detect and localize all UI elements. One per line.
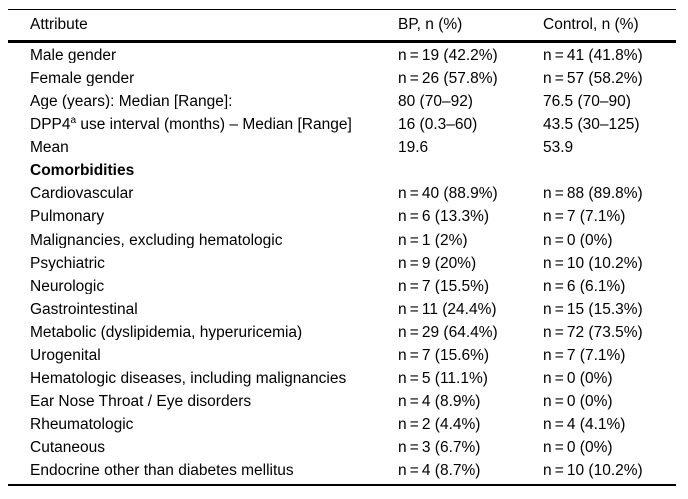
attribute-cell: Gastrointestinal <box>30 301 138 318</box>
attribute-cell: Ear Nose Throat / Eye disorders <box>30 394 252 410</box>
bp-cell: n = 4 (8.7%) <box>398 463 481 479</box>
column-header-control: Control, n (%) <box>543 17 639 33</box>
control-cell: n = 41 (41.8%) <box>543 47 643 64</box>
attribute-cell: Female gender <box>30 70 135 87</box>
attribute-cell: Neurologic <box>30 278 105 295</box>
column-header-attribute: Attribute <box>30 17 88 33</box>
table-row: Urogenital n = 7 (15.6%) n = 7 (7.1%) <box>8 344 676 367</box>
control-cell: n = 57 (58.2%) <box>543 70 643 87</box>
bp-cell: n = 19 (42.2%) <box>398 47 498 64</box>
bp-cell: n = 26 (57.8%) <box>398 70 498 87</box>
bp-cell: n = 3 (6.7%) <box>398 440 481 456</box>
attribute-cell: Age (years): Median [Range]: <box>30 93 233 110</box>
attribute-cell: Metabolic (dyslipidemia, hyperuricemia) <box>30 324 303 341</box>
table-row: Rheumatologic n = 2 (4.4%) n = 4 (4.1%) <box>8 414 676 437</box>
bp-cell: n = 1 (2%) <box>398 232 468 249</box>
attribute-cell: Rheumatologic <box>30 417 134 433</box>
table-row: Age (years): Median [Range]: 80 (70–92) … <box>8 90 676 113</box>
control-cell: 76.5 (70–90) <box>543 93 631 110</box>
comparison-table: Attribute BP, n (%) Control, n (%) Male … <box>8 9 676 486</box>
bp-cell: n = 7 (15.5%) <box>398 278 490 295</box>
bp-cell: 19.6 <box>398 140 429 156</box>
column-header-bp: BP, n (%) <box>398 17 463 33</box>
control-cell: n = 7 (7.1%) <box>543 348 626 364</box>
attribute-cell: Cutaneous <box>30 440 105 456</box>
bp-cell: n = 6 (13.3%) <box>398 209 490 225</box>
attribute-cell: Urogenital <box>30 348 101 364</box>
table-row: Neurologic n = 7 (15.5%) n = 6 (6.1%) <box>8 275 676 298</box>
table-row: Gastrointestinal n = 11 (24.4%) n = 15 (… <box>8 298 676 321</box>
table-row: Metabolic (dyslipidemia, hyperuricemia) … <box>8 321 676 344</box>
table-row: Cardiovascular n = 40 (88.9%) n = 88 (89… <box>8 183 676 206</box>
table-row: Ear Nose Throat / Eye disorders n = 4 (8… <box>8 390 676 413</box>
table-row: DPP4a use interval (months) – Median [Ra… <box>8 113 676 136</box>
control-cell: n = 15 (15.3%) <box>543 301 643 318</box>
table-header-row: Attribute BP, n (%) Control, n (%) <box>8 9 676 43</box>
bp-cell: 16 (0.3–60) <box>398 117 478 133</box>
attribute-cell: Hematologic diseases, including malignan… <box>30 371 347 387</box>
bp-cell: n = 5 (11.1%) <box>398 371 488 387</box>
bp-cell: n = 4 (8.9%) <box>398 394 481 410</box>
attribute-cell: Malignancies, excluding hematologic <box>30 232 283 249</box>
bp-cell: n = 7 (15.6%) <box>398 348 490 364</box>
control-cell: n = 0 (0%) <box>543 440 613 456</box>
attribute-text: DPP4 <box>30 117 71 133</box>
bp-cell: n = 11 (24.4%) <box>398 301 497 318</box>
control-cell: 53.9 <box>543 140 574 156</box>
table-row: Male gender n = 19 (42.2%) n = 41 (41.8%… <box>8 44 676 67</box>
attribute-text: use interval (months) – Median [Range] <box>76 117 352 133</box>
section-header-cell: Comorbidities <box>30 163 135 179</box>
footnote-marker: a <box>70 117 77 126</box>
control-cell: n = 7 (7.1%) <box>543 209 626 225</box>
table-section-row-comorbidities: Comorbidities <box>8 159 676 182</box>
bp-cell: n = 2 (4.4%) <box>398 417 481 433</box>
table-row: Psychiatric n = 9 (20%) n = 10 (10.2%) <box>8 252 676 275</box>
attribute-cell: Male gender <box>30 47 117 64</box>
control-cell: n = 0 (0%) <box>543 232 613 249</box>
table-row: Malignancies, excluding hematologic n = … <box>8 229 676 252</box>
attribute-cell: Pulmonary <box>30 209 105 225</box>
attribute-cell: Mean <box>30 140 69 156</box>
table-row: Pulmonary n = 6 (13.3%) n = 7 (7.1%) <box>8 206 676 229</box>
bp-cell: 80 (70–92) <box>398 93 473 110</box>
control-cell: n = 4 (4.1%) <box>543 417 626 433</box>
bp-cell: n = 9 (20%) <box>398 255 477 272</box>
table-body: Male gender n = 19 (42.2%) n = 41 (41.8%… <box>8 43 676 486</box>
table-row: Hematologic diseases, including malignan… <box>8 367 676 390</box>
control-cell: n = 88 (89.8%) <box>543 186 643 202</box>
attribute-cell: Psychiatric <box>30 255 105 272</box>
attribute-cell: DPP4a use interval (months) – Median [Ra… <box>30 117 398 133</box>
bp-cell: n = 29 (64.4%) <box>398 324 498 341</box>
control-cell: n = 0 (0%) <box>543 394 613 410</box>
table-row: Female gender n = 26 (57.8%) n = 57 (58.… <box>8 67 676 90</box>
control-cell: 43.5 (30–125) <box>543 117 640 133</box>
table-row: Mean 19.6 53.9 <box>8 136 676 159</box>
control-cell: n = 10 (10.2%) <box>543 463 643 479</box>
bp-cell: n = 40 (88.9%) <box>398 186 498 202</box>
control-cell: n = 0 (0%) <box>543 371 613 387</box>
control-cell: n = 6 (6.1%) <box>543 278 626 295</box>
control-cell: n = 72 (73.5%) <box>543 324 643 341</box>
attribute-cell: Endocrine other than diabetes mellitus <box>30 463 294 479</box>
control-cell: n = 10 (10.2%) <box>543 255 643 272</box>
attribute-cell: Cardiovascular <box>30 186 134 202</box>
table-row: Cutaneous n = 3 (6.7%) n = 0 (0%) <box>8 437 676 460</box>
table-row: Endocrine other than diabetes mellitus n… <box>8 460 676 483</box>
